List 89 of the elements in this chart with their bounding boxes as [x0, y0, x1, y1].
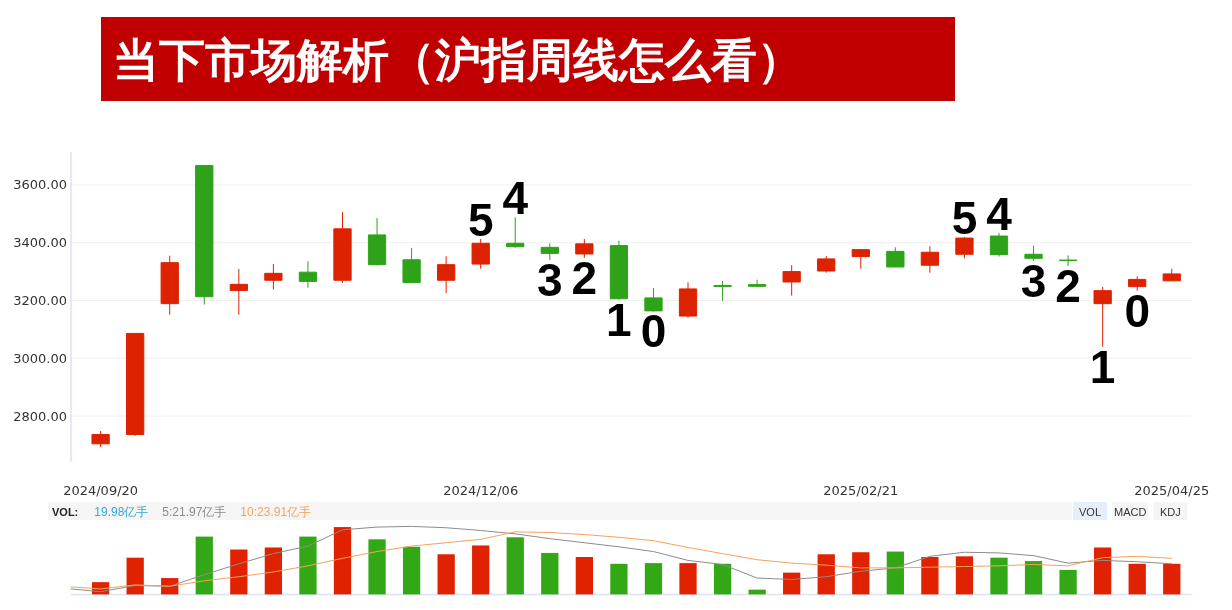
candlestick: [575, 238, 594, 259]
candlestick: [782, 264, 801, 297]
y-tick-label: 2800.00: [13, 408, 67, 424]
y-tick-label: 3200.00: [13, 292, 67, 308]
x-tick-label: 2024/09/20: [63, 483, 139, 498]
candlestick: [609, 240, 629, 301]
bar: [230, 549, 248, 595]
bar: [333, 527, 352, 595]
tab-button: VOL: [1073, 502, 1107, 520]
candlestick: [644, 287, 663, 312]
candlestick: [817, 255, 836, 274]
bar: [541, 552, 559, 595]
bar: [1094, 547, 1112, 595]
candlestick: [989, 232, 1009, 258]
text: 5:21.97亿手: [162, 504, 227, 519]
candlestick: [367, 217, 387, 266]
bar: [852, 552, 870, 595]
candlestick: [1128, 275, 1147, 292]
y-tick-label: 3000.00: [13, 350, 67, 366]
y-tick-label: 3600.00: [13, 177, 67, 193]
annotation: 3: [1020, 254, 1047, 307]
candlestick: [91, 430, 110, 448]
tab-button: KDJ: [1153, 502, 1188, 520]
candlestick: [195, 165, 214, 306]
bar: [679, 563, 697, 595]
candlestick: [1162, 268, 1181, 282]
candlestick: [126, 332, 145, 437]
x-tick-label: 2025/04/25: [1134, 483, 1210, 498]
x-tick-label: 2025/02/21: [823, 483, 899, 498]
bar: [921, 557, 939, 595]
x-tick-label: 2024/12/06: [443, 483, 519, 498]
bar: [437, 554, 455, 595]
legend-title: VOL:: [52, 505, 79, 518]
candlestick: [851, 248, 870, 270]
chart-title: 当下市场解析（沪指周线怎么看）: [113, 34, 803, 86]
bar: [368, 539, 386, 595]
text: 10:23.91亿手: [240, 504, 312, 519]
candlestick: [229, 268, 248, 316]
bar: [506, 537, 524, 595]
annotation: 2: [571, 251, 598, 304]
candlestick: [955, 236, 974, 259]
annotation: 4: [502, 172, 529, 225]
annotation: 2: [1055, 260, 1081, 313]
candlestick: [437, 255, 456, 294]
candlestick: [298, 260, 318, 289]
annotation: 5: [951, 191, 978, 244]
candlestick: [713, 280, 732, 302]
bar: [955, 556, 974, 595]
bar: [1024, 561, 1043, 595]
annotation: 0: [1124, 284, 1150, 337]
bar: [713, 563, 732, 595]
bar: [264, 547, 283, 595]
bar: [126, 557, 144, 595]
annotation: 5: [467, 193, 494, 246]
bar: [1128, 563, 1146, 595]
candlestick: [506, 216, 525, 249]
candlestick: [471, 238, 490, 270]
bar: [886, 551, 904, 595]
annotation: 3: [537, 253, 563, 306]
candlestick: [678, 281, 698, 319]
bar: [195, 536, 213, 595]
bar: [1163, 563, 1181, 595]
annotation: 1: [1089, 340, 1116, 393]
candlestick: [920, 245, 940, 274]
bar: [644, 563, 663, 595]
annotation: 1: [606, 293, 632, 346]
annotation: 4: [986, 187, 1013, 240]
bar: [610, 563, 628, 595]
candlestick: [747, 279, 767, 287]
y-tick-label: 3400.00: [13, 235, 67, 251]
candlestick: [540, 242, 559, 261]
candlestick: [160, 255, 179, 316]
bar: [817, 554, 835, 595]
tab-button: MACD: [1112, 502, 1149, 520]
candlestick: [333, 211, 352, 284]
candlestick: [1058, 254, 1078, 267]
bar: [299, 536, 317, 595]
bar: [575, 557, 593, 595]
bar: [402, 546, 421, 595]
candlestick: [264, 263, 283, 291]
text: 19.98亿手: [94, 504, 149, 519]
candlestick: [1024, 245, 1043, 262]
candlestick: [1093, 286, 1112, 348]
bar: [990, 557, 1008, 595]
candlestick: [402, 247, 421, 284]
bar: [1059, 569, 1077, 595]
bar: [472, 545, 490, 595]
annotation: 0: [640, 305, 667, 358]
candlestick: [886, 246, 905, 268]
